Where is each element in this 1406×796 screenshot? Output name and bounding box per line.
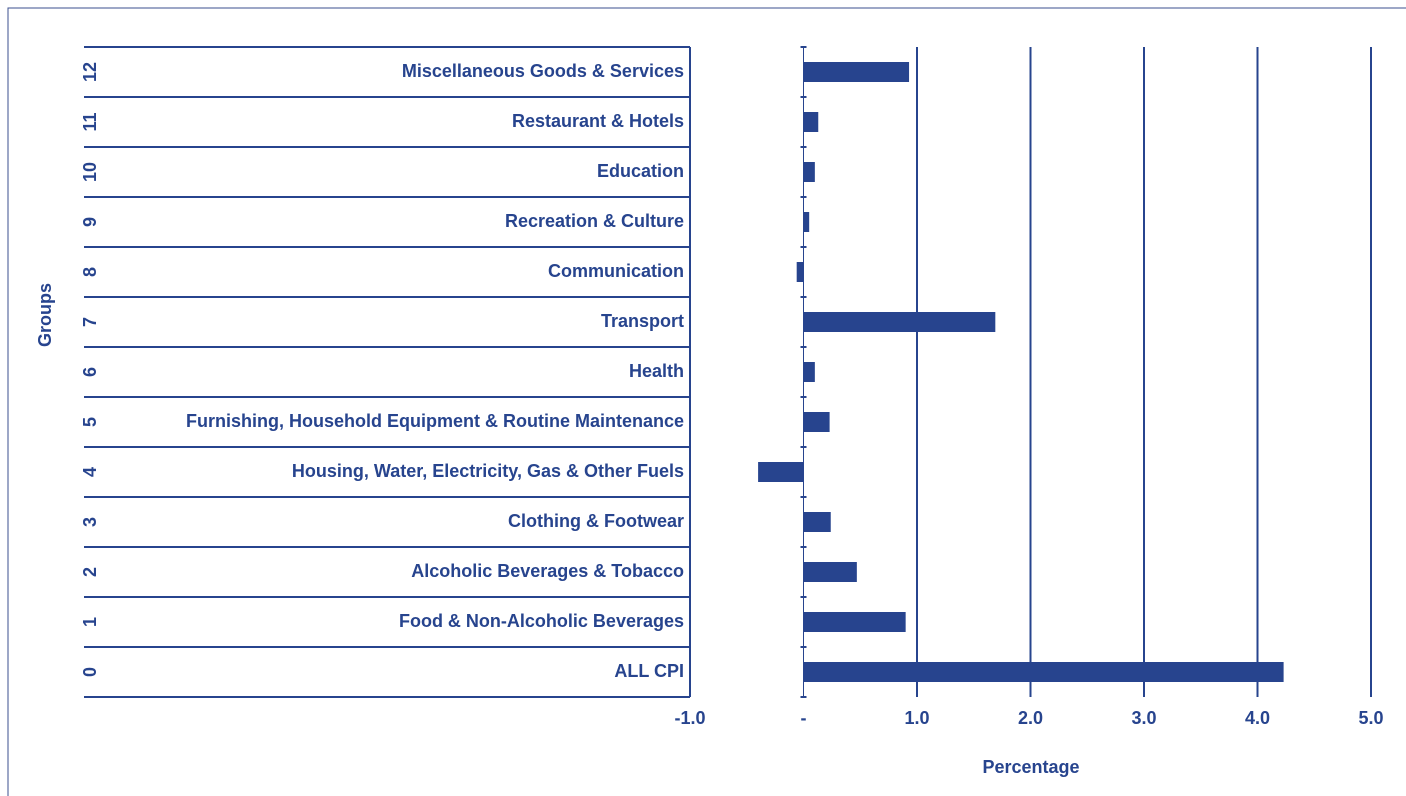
category-label: Transport	[601, 311, 684, 331]
group-number: 4	[80, 467, 100, 477]
bar	[803, 162, 815, 182]
bar	[758, 462, 804, 482]
bar	[803, 62, 910, 82]
group-number: 7	[80, 317, 100, 327]
x-tick-label: 2.0	[1018, 708, 1043, 728]
bar	[803, 662, 1284, 682]
group-number: 10	[80, 162, 100, 182]
bar	[803, 312, 996, 332]
category-label: Housing, Water, Electricity, Gas & Other…	[292, 461, 684, 481]
group-number: 3	[80, 517, 100, 527]
x-tick-label: -	[801, 708, 807, 728]
x-tick-label: 3.0	[1131, 708, 1156, 728]
group-number: 6	[80, 367, 100, 377]
category-label: Furnishing, Household Equipment & Routin…	[186, 411, 684, 431]
y-axis-label: Groups	[35, 283, 55, 347]
category-label: Education	[597, 161, 684, 181]
group-number: 5	[80, 417, 100, 427]
x-tick-label: 1.0	[904, 708, 929, 728]
category-label: Communication	[548, 261, 684, 281]
bar	[803, 612, 906, 632]
bar	[803, 412, 830, 432]
group-number: 8	[80, 267, 100, 277]
group-number: 2	[80, 567, 100, 577]
category-label: Clothing & Footwear	[508, 511, 684, 531]
x-tick-label: 4.0	[1245, 708, 1270, 728]
bar	[796, 262, 804, 282]
x-tick-label: 5.0	[1358, 708, 1383, 728]
category-label: Recreation & Culture	[505, 211, 684, 231]
group-number: 9	[80, 217, 100, 227]
x-axis-label: Percentage	[982, 757, 1079, 777]
category-label: Alcoholic Beverages & Tobacco	[411, 561, 684, 581]
category-label: ALL CPI	[614, 661, 684, 681]
category-label: Restaurant & Hotels	[512, 111, 684, 131]
category-label: Food & Non-Alcoholic Beverages	[399, 611, 684, 631]
group-number: 11	[80, 112, 100, 131]
x-tick-label: -1.0	[674, 708, 705, 728]
category-label: Health	[629, 361, 684, 381]
group-number: 0	[80, 667, 100, 677]
bar	[803, 212, 810, 232]
bar	[803, 362, 815, 382]
category-label: Miscellaneous Goods & Services	[402, 61, 684, 81]
frame	[7, 7, 1406, 796]
group-number: 12	[80, 62, 100, 82]
bar	[803, 562, 857, 582]
group-number: 1	[80, 617, 100, 627]
bar	[803, 112, 819, 132]
bar	[803, 512, 831, 532]
